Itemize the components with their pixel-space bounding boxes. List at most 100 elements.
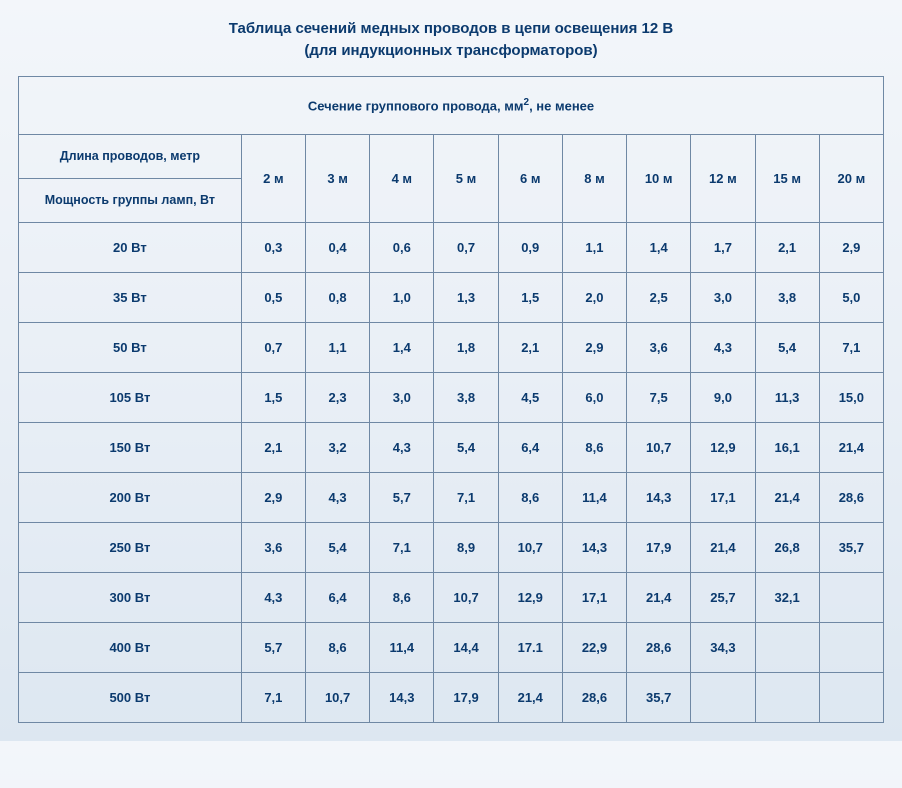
row-label: 500 Вт [19,672,242,722]
table-row: 150 Вт2,13,24,35,46,48,610,712,916,121,4 [19,422,884,472]
cell-value: 17,9 [434,672,498,722]
cell-value: 32,1 [755,572,819,622]
cell-value: 35,7 [819,522,883,572]
row-label: 300 Вт [19,572,242,622]
cell-value: 26,8 [755,522,819,572]
cell-value: 22,9 [562,622,626,672]
cell-value: 3,0 [691,272,755,322]
cell-value: 3,8 [755,272,819,322]
cell-value: 5,4 [755,322,819,372]
row-label: 50 Вт [19,322,242,372]
cell-value: 12,9 [498,572,562,622]
cell-value: 2,5 [627,272,691,322]
cell-value: 10,7 [498,522,562,572]
header-length: Длина проводов, метр [19,134,242,178]
cell-value: 11,3 [755,372,819,422]
table-row: 50 Вт0,71,11,41,82,12,93,64,35,47,1 [19,322,884,372]
cell-value: 17,1 [562,572,626,622]
cell-value [755,672,819,722]
page-title: Таблица сечений медных проводов в цепи о… [18,18,884,62]
cell-value: 5,4 [434,422,498,472]
col-head: 6 м [498,134,562,222]
cell-value: 5,7 [370,472,434,522]
cell-value: 8,6 [305,622,369,672]
cell-value: 2,0 [562,272,626,322]
cell-value: 5,7 [241,622,305,672]
cell-value: 1,1 [562,222,626,272]
cell-value: 4,3 [691,322,755,372]
cell-value: 0,7 [434,222,498,272]
table-row: 300 Вт4,36,48,610,712,917,121,425,732,1 [19,572,884,622]
row-label: 250 Вт [19,522,242,572]
title-line-1: Таблица сечений медных проводов в цепи о… [229,20,673,37]
col-head: 8 м [562,134,626,222]
table-row: 250 Вт3,65,47,18,910,714,317,921,426,835… [19,522,884,572]
cell-value: 8,9 [434,522,498,572]
cell-value: 14,3 [562,522,626,572]
cell-value: 1,8 [434,322,498,372]
table-row: 105 Вт1,52,33,03,84,56,07,59,011,315,0 [19,372,884,422]
cell-value: 9,0 [691,372,755,422]
wire-section-table: Сечение группового провода, мм2, не мене… [18,76,884,723]
cell-value: 7,5 [627,372,691,422]
row-label: 105 Вт [19,372,242,422]
col-head: 4 м [370,134,434,222]
cell-value: 0,3 [241,222,305,272]
row-label: 150 Вт [19,422,242,472]
col-head: 3 м [305,134,369,222]
cell-value [755,622,819,672]
cell-value: 5,4 [305,522,369,572]
cell-value: 0,9 [498,222,562,272]
table-caption-row: Сечение группового провода, мм2, не мене… [19,76,884,134]
cell-value: 17,1 [691,472,755,522]
cell-value [691,672,755,722]
cell-value: 4,5 [498,372,562,422]
cell-value: 0,5 [241,272,305,322]
cell-value: 5,0 [819,272,883,322]
cell-value: 21,4 [755,472,819,522]
row-label: 400 Вт [19,622,242,672]
cell-value: 0,4 [305,222,369,272]
cell-value: 21,4 [691,522,755,572]
cell-value: 28,6 [819,472,883,522]
cell-value: 14,3 [627,472,691,522]
cell-value: 17.1 [498,622,562,672]
cell-value: 17,9 [627,522,691,572]
cell-value: 0,7 [241,322,305,372]
table-caption: Сечение группового провода, мм2, не мене… [19,76,884,134]
table-body: 20 Вт0,30,40,60,70,91,11,41,72,12,935 Вт… [19,222,884,722]
caption-prefix: Сечение группового провода, мм [308,98,524,113]
caption-suffix: , не менее [529,98,594,113]
cell-value: 1,5 [498,272,562,322]
cell-value: 8,6 [562,422,626,472]
cell-value: 21,4 [498,672,562,722]
cell-value: 6,4 [498,422,562,472]
cell-value: 3,2 [305,422,369,472]
header-power: Мощность группы ламп, Вт [19,178,242,222]
col-head: 5 м [434,134,498,222]
cell-value: 2,1 [498,322,562,372]
cell-value: 14,3 [370,672,434,722]
cell-value: 0,6 [370,222,434,272]
cell-value: 2,9 [819,222,883,272]
cell-value: 11,4 [562,472,626,522]
cell-value [819,622,883,672]
cell-value [819,572,883,622]
col-head: 12 м [691,134,755,222]
table-row: 400 Вт5,78,611,414,417.122,928,634,3 [19,622,884,672]
cell-value: 1,4 [370,322,434,372]
row-label: 35 Вт [19,272,242,322]
cell-value: 6,0 [562,372,626,422]
cell-value: 1,0 [370,272,434,322]
cell-value: 7,1 [434,472,498,522]
cell-value: 3,0 [370,372,434,422]
cell-value: 16,1 [755,422,819,472]
header-row-1: Длина проводов, метр 2 м 3 м 4 м 5 м 6 м… [19,134,884,178]
cell-value: 14,4 [434,622,498,672]
row-label: 20 Вт [19,222,242,272]
cell-value: 2,9 [241,472,305,522]
cell-value: 4,3 [305,472,369,522]
col-head: 20 м [819,134,883,222]
cell-value: 4,3 [241,572,305,622]
table-row: 35 Вт0,50,81,01,31,52,02,53,03,85,0 [19,272,884,322]
